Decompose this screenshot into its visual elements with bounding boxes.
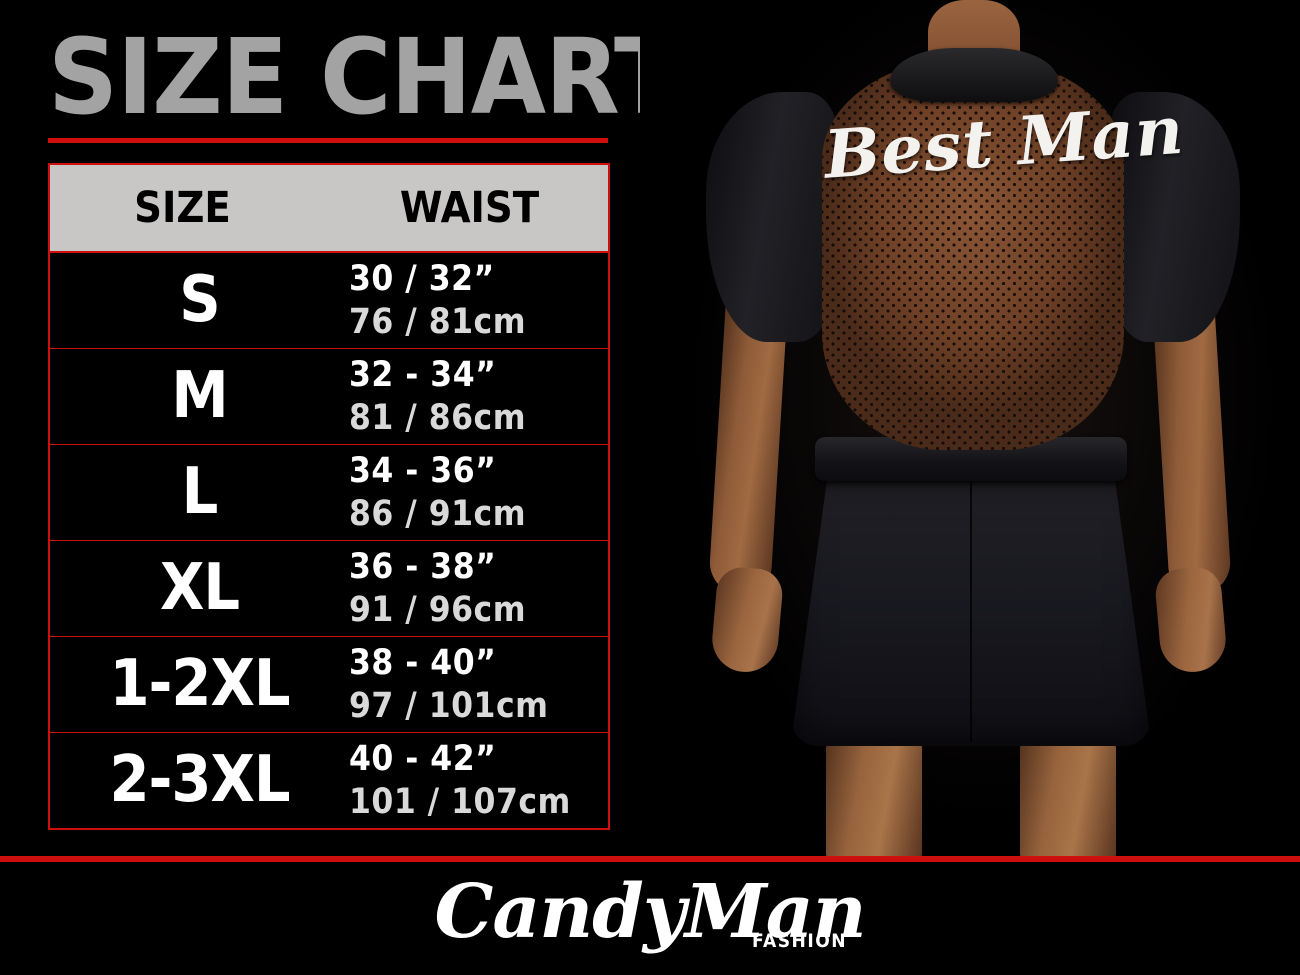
garment-mesh-panel xyxy=(822,58,1124,450)
model-torso xyxy=(706,0,1240,455)
waist-centimeters: 101 / 107cm xyxy=(349,781,571,822)
footer: CandyMan FASHION xyxy=(0,862,1300,975)
waist-inches: 34 - 36” xyxy=(349,450,497,491)
product-photo: Best Man xyxy=(640,0,1300,858)
cell-waist: 38 - 40” 97 / 101cm xyxy=(349,636,609,733)
cell-size: 1-2XL xyxy=(49,636,349,733)
model-leg-left xyxy=(826,730,922,858)
chart-panel: SIZE CHART SIZE WAIST S 30 / 32” 76 / 81… xyxy=(0,0,680,858)
garment-sleeve-right xyxy=(1108,92,1240,342)
garment-sleeve-left xyxy=(706,92,838,342)
cell-size: S xyxy=(49,252,349,349)
table-row: L 34 - 36” 86 / 91cm xyxy=(49,444,609,541)
waist-inches: 30 / 32” xyxy=(349,258,495,299)
table-row: S 30 / 32” 76 / 81cm xyxy=(49,252,609,349)
waist-inches: 36 - 38” xyxy=(349,546,497,587)
brand-logo: CandyMan FASHION xyxy=(0,864,1300,960)
table-body: S 30 / 32” 76 / 81cm M 32 - 34” 81 / 86c… xyxy=(49,252,609,829)
table-row: XL 36 - 38” 91 / 96cm xyxy=(49,540,609,637)
waist-centimeters: 81 / 86cm xyxy=(349,397,527,438)
waist-inches: 32 - 34” xyxy=(349,354,497,395)
waist-centimeters: 97 / 101cm xyxy=(349,685,549,726)
table-row: 2-3XL 40 - 42” 101 / 107cm xyxy=(49,732,609,829)
page-title: SIZE CHART xyxy=(48,16,680,138)
table-row: M 32 - 34” 81 / 86cm xyxy=(49,348,609,445)
cell-size: L xyxy=(49,444,349,541)
cell-size: M xyxy=(49,348,349,445)
cell-waist: 30 / 32” 76 / 81cm xyxy=(349,252,609,349)
cell-size: 2-3XL xyxy=(49,732,349,829)
column-header-size: SIZE xyxy=(49,164,349,252)
waist-centimeters: 91 / 96cm xyxy=(349,589,527,630)
title-underline-rule xyxy=(48,138,608,143)
cell-waist: 32 - 34” 81 / 86cm xyxy=(349,348,609,445)
waist-centimeters: 76 / 81cm xyxy=(349,301,527,342)
cell-waist: 40 - 42” 101 / 107cm xyxy=(349,732,609,829)
brand-name: CandyMan xyxy=(434,869,866,955)
column-header-waist: WAIST xyxy=(349,164,609,252)
cell-size: XL xyxy=(49,540,349,637)
table-header-row: SIZE WAIST xyxy=(48,163,610,253)
footer-divider-rule xyxy=(0,856,1300,862)
size-chart-table: SIZE WAIST S 30 / 32” 76 / 81cm M 32 - 3… xyxy=(48,163,610,830)
garment-skirt-seam xyxy=(970,480,972,742)
garment-collar xyxy=(890,48,1058,102)
waist-inches: 38 - 40” xyxy=(349,642,497,683)
model-leg-right xyxy=(1020,730,1116,858)
table-row: 1-2XL 38 - 40” 97 / 101cm xyxy=(49,636,609,733)
cell-waist: 34 - 36” 86 / 91cm xyxy=(349,444,609,541)
table-header: SIZE WAIST xyxy=(48,163,610,253)
cell-waist: 36 - 38” 91 / 96cm xyxy=(349,540,609,637)
brand-tagline: FASHION xyxy=(752,930,848,952)
waist-centimeters: 86 / 91cm xyxy=(349,493,527,534)
waist-inches: 40 - 42” xyxy=(349,738,497,779)
